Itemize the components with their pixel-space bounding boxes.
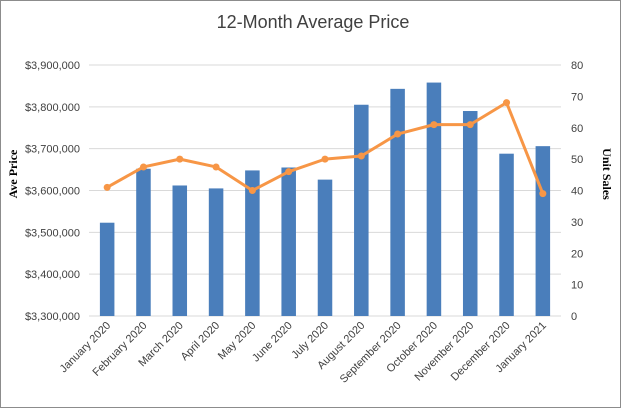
line-point [394,130,402,138]
y-tick-label: $3,600,000 [25,186,80,198]
line-point [503,99,511,107]
bar [426,82,442,316]
bar [354,104,369,316]
y-tick-label: $3,800,000 [25,102,80,114]
right-axis-title: Unit Sales [600,148,614,200]
line-point [466,121,474,129]
y2-tick-label: 40 [571,186,583,198]
left-axis-title: Ave Price [6,149,20,198]
y2-tick-label: 20 [571,248,583,260]
y2-tick-label: 60 [571,123,583,135]
chart-title: 12-Month Average Price [217,12,410,32]
x-tick-label: April 2020 [179,320,223,364]
line-point [357,152,365,160]
bar [281,167,296,316]
y-tick-label: $3,400,000 [25,269,80,281]
y2-tick-label: 0 [571,311,577,323]
bar [499,153,514,316]
bar [317,179,333,316]
bar [390,88,405,316]
line-point [430,121,438,129]
bar [136,168,151,316]
y2-tick-label: 50 [571,154,583,166]
bar [99,222,115,316]
bar [462,111,478,317]
y2-tick-label: 80 [571,60,583,72]
line-point [212,163,220,171]
x-tick-label: September 2020 [338,320,404,386]
bar [172,185,188,316]
y-tick-label: $3,500,000 [25,227,80,239]
line-series [103,99,547,198]
y-tick-label: $3,300,000 [25,311,80,323]
line-point [176,155,184,163]
y2-tick-label: 70 [571,91,583,103]
line-point [539,190,547,198]
line-point [321,155,329,163]
y-tick-label: $3,900,000 [25,60,80,72]
bar-series [99,82,551,317]
line-point [139,163,147,171]
y2-tick-label: 10 [571,280,583,292]
bar [535,146,551,316]
bar [208,188,224,316]
y-tick-label: $3,700,000 [25,144,80,156]
bar [245,170,260,316]
y2-tick-label: 30 [571,217,583,229]
left-axis-ticks: $3,300,000 $3,400,000 $3,500,000 $3,600,000… [25,60,80,323]
line-point [248,187,256,194]
line-point [103,183,111,191]
gridlines [89,64,561,317]
line-point [285,168,293,176]
right-axis-ticks: 0 10 20 30 40 50 60 70 80 [571,60,583,323]
